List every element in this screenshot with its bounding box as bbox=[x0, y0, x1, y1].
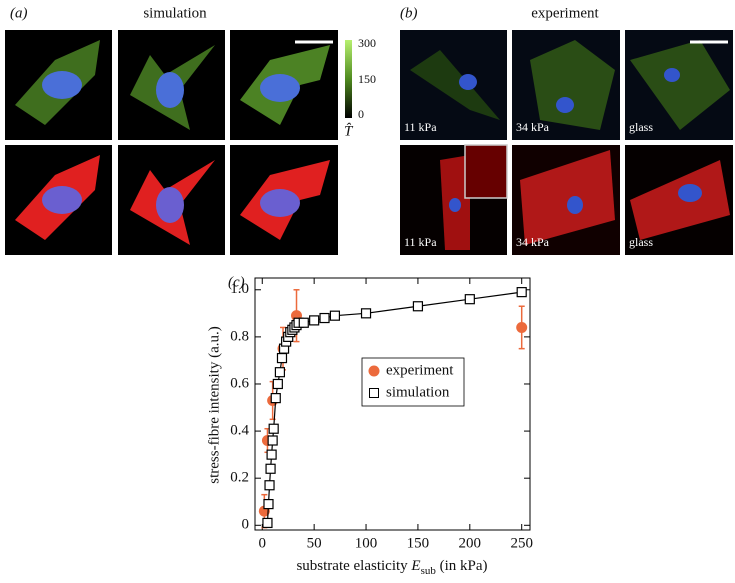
y-tick-label: 0.8 bbox=[230, 328, 249, 344]
x-tick-label: 250 bbox=[510, 535, 533, 551]
marker bbox=[516, 321, 528, 333]
x-label-unit: (in kPa) bbox=[440, 558, 488, 574]
marker bbox=[319, 312, 330, 324]
marker bbox=[516, 287, 527, 298]
plot-frame bbox=[254, 277, 531, 531]
legend-label: simulation bbox=[386, 384, 450, 400]
marker bbox=[360, 308, 372, 319]
legend-marker bbox=[368, 365, 380, 377]
legend-label: experiment bbox=[386, 362, 454, 378]
panel-title: experiment bbox=[531, 5, 599, 21]
colorbar-tick: 300 bbox=[358, 36, 376, 50]
x-label-text: substrate elasticity bbox=[296, 558, 408, 574]
marker bbox=[309, 315, 320, 326]
x-tick-label: 200 bbox=[459, 535, 482, 551]
panel-title: simulation bbox=[143, 5, 207, 21]
y-tick-label: 0.4 bbox=[230, 423, 249, 439]
marker bbox=[412, 301, 424, 312]
image-label: glass bbox=[629, 120, 653, 134]
image-label: 34 kPa bbox=[516, 120, 550, 134]
marker bbox=[270, 393, 281, 404]
marker bbox=[329, 310, 341, 321]
panel-label: (b) bbox=[400, 5, 418, 21]
image-label: 34 kPa bbox=[516, 235, 550, 249]
marker bbox=[464, 294, 475, 305]
marker bbox=[298, 317, 309, 328]
image-label: glass bbox=[629, 235, 653, 249]
panel-label: (a) bbox=[10, 5, 28, 21]
legend-marker bbox=[369, 388, 379, 398]
marker bbox=[272, 378, 283, 390]
image-label: 11 kPa bbox=[404, 120, 437, 134]
marker bbox=[274, 367, 286, 378]
panel-label: (c) bbox=[228, 274, 245, 290]
y-tick-label: 0.2 bbox=[230, 470, 249, 486]
colorbar-tick: 150 bbox=[358, 72, 376, 86]
marker bbox=[263, 498, 274, 510]
panel-b-images bbox=[400, 30, 733, 255]
colorbar-tick: 0 bbox=[358, 107, 364, 121]
x-axis-label: substrate elasticity Esub (in kPa) bbox=[296, 558, 487, 578]
marker bbox=[265, 463, 276, 474]
panel-a-images bbox=[5, 30, 352, 255]
marker bbox=[276, 352, 288, 364]
y-axis-label: stress-fibre intensity (a.u.) bbox=[206, 326, 222, 483]
marker bbox=[268, 423, 279, 434]
colorbar-label: T̂ bbox=[344, 123, 354, 139]
x-tick-label: 0 bbox=[259, 535, 267, 551]
y-tick-label: 0.6 bbox=[230, 375, 249, 391]
x-label-var: E bbox=[410, 558, 420, 574]
x-tick-label: 100 bbox=[355, 535, 378, 551]
marker bbox=[264, 480, 275, 491]
image-label: 11 kPa bbox=[404, 235, 437, 249]
y-tick-label: 1.0 bbox=[230, 281, 249, 297]
marker bbox=[267, 435, 278, 446]
marker bbox=[262, 517, 273, 529]
x-label-sub: sub bbox=[421, 565, 437, 577]
x-tick-label: 50 bbox=[307, 535, 322, 551]
x-tick-label: 150 bbox=[407, 535, 430, 551]
y-tick-label: 0 bbox=[242, 517, 250, 533]
marker bbox=[266, 449, 277, 460]
